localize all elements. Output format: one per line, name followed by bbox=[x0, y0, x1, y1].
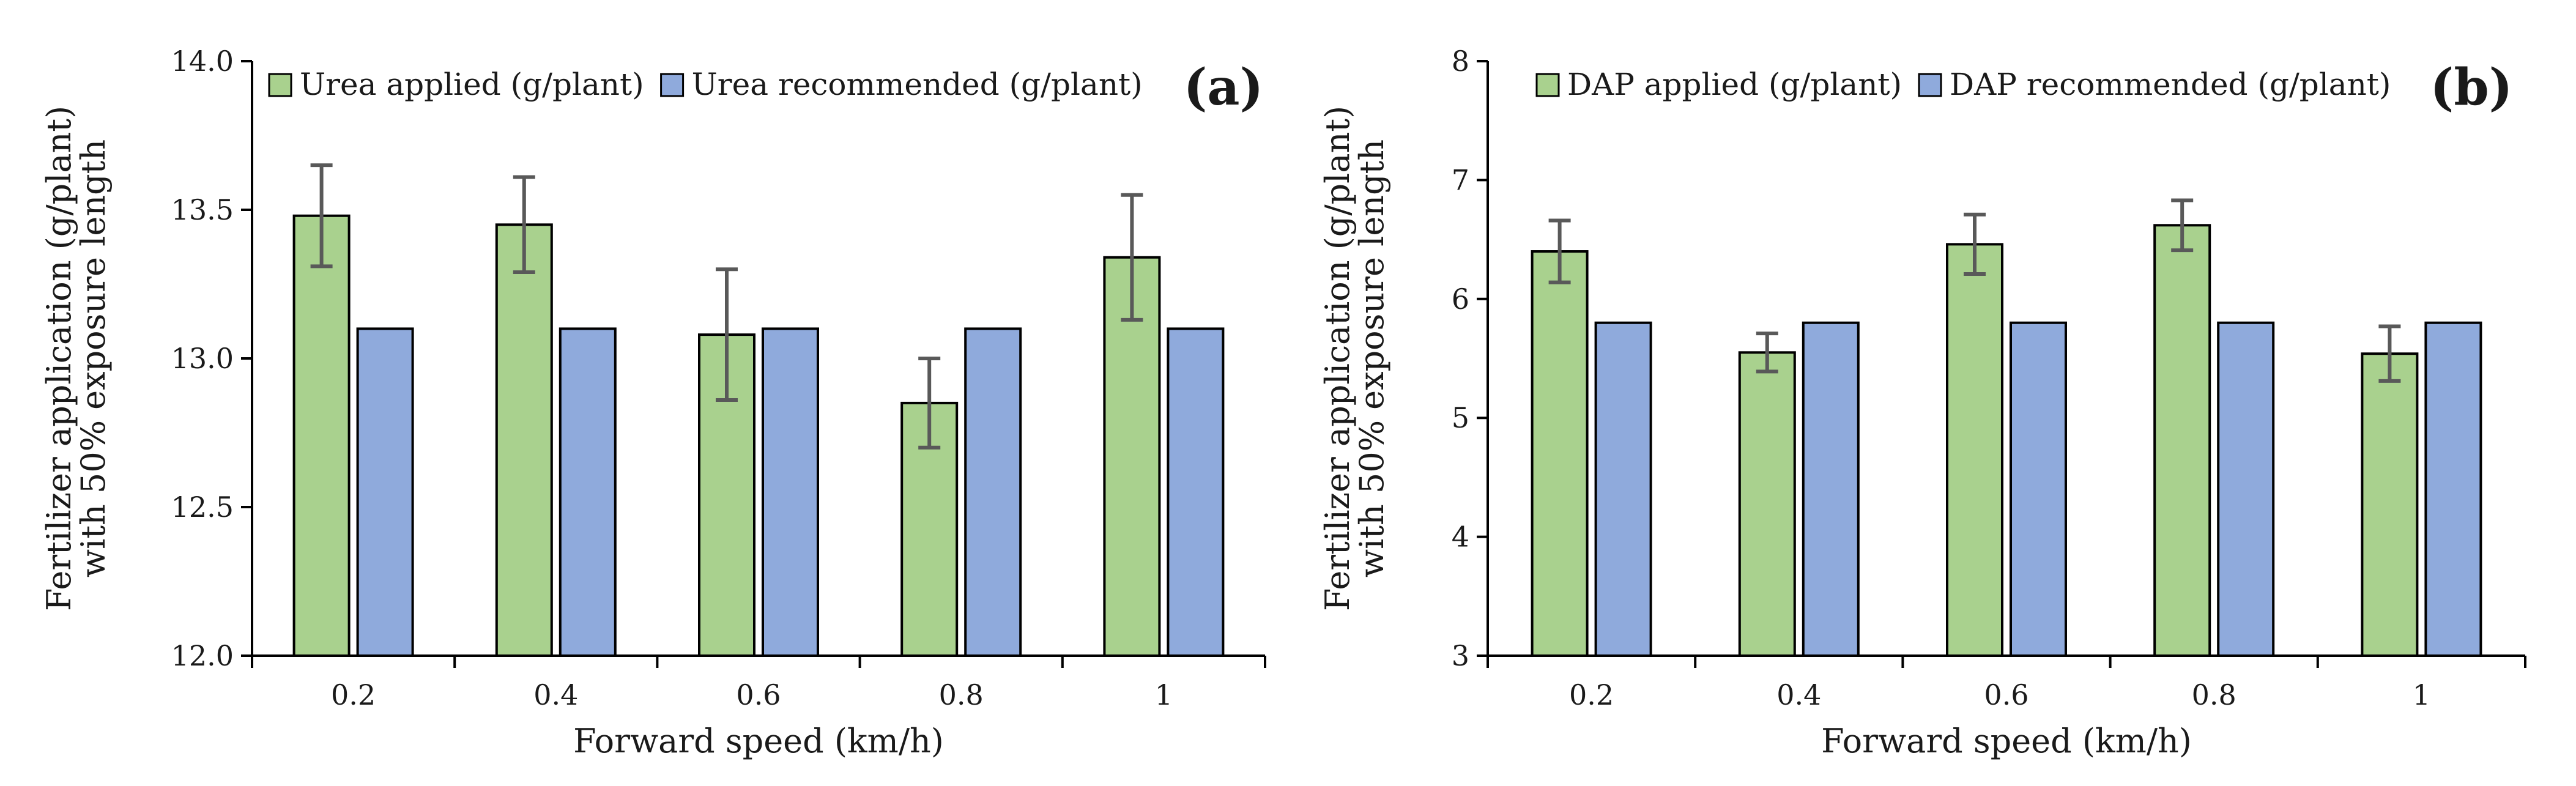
x-tick-label-a-3: 0.8 bbox=[939, 678, 984, 711]
error-bar-a-2 bbox=[716, 267, 738, 402]
bar-b-recommended-1 bbox=[1802, 321, 1860, 657]
bar-a-recommended-0 bbox=[356, 327, 414, 657]
x-axis-title-a: Forward speed (km/h) bbox=[573, 722, 944, 760]
chart-panel-a: 12.0 12.5 13.0 13.5 14.0 0.2 0.4 0.6 0.8 1 Forward… bbox=[40, 45, 1266, 760]
error-bar-b-1 bbox=[1756, 332, 1778, 374]
bar-a-recommended-4 bbox=[1167, 327, 1225, 657]
y-tick-label-a-1: 12.5 bbox=[171, 491, 234, 524]
y-tick-label-a-0: 12.0 bbox=[171, 639, 234, 672]
y-tick-label-a-2: 13.0 bbox=[171, 342, 234, 375]
y-tick-label-b-5: 8 bbox=[1452, 45, 1469, 78]
legend-b: DAP applied (g/plant) DAP recommended (g/… bbox=[1535, 67, 2391, 102]
y-axis-title-b-line-1: with 50% exposure length bbox=[1353, 139, 1391, 577]
bar-a-applied-0 bbox=[292, 214, 351, 658]
y-tick-label-b-2: 5 bbox=[1452, 401, 1469, 434]
error-bar-a-0 bbox=[310, 163, 333, 269]
legend-label-a-applied: Urea applied (g/plant) bbox=[300, 67, 644, 102]
bar-b-applied-2 bbox=[1946, 243, 2003, 658]
x-tick-label-a-0: 0.2 bbox=[331, 678, 376, 711]
bar-b-applied-0 bbox=[1531, 250, 1589, 658]
error-bar-a-3 bbox=[918, 357, 941, 450]
bar-a-recommended-3 bbox=[964, 327, 1022, 657]
bar-b-recommended-3 bbox=[2217, 321, 2275, 657]
bar-b-recommended-4 bbox=[2424, 321, 2482, 657]
bar-b-applied-3 bbox=[2153, 224, 2211, 658]
legend-label-b-applied: DAP applied (g/plant) bbox=[1567, 67, 1902, 102]
bar-b-applied-1 bbox=[1738, 351, 1796, 658]
y-tick-label-b-1: 4 bbox=[1452, 521, 1469, 554]
legend-a: Urea applied (g/plant) Urea recommended (… bbox=[268, 67, 1143, 102]
y-tick-label-a-4: 14.0 bbox=[171, 45, 234, 78]
panel-label-b: (b) bbox=[2430, 58, 2513, 117]
y-axis-title-a-line-0: Fertilizer application (g/plant) bbox=[40, 106, 78, 611]
panel-label-a: (a) bbox=[1184, 58, 1264, 117]
legend-label-b-recommended: DAP recommended (g/plant) bbox=[1950, 67, 2391, 102]
legend-swatch-a-applied bbox=[268, 73, 292, 97]
x-tick-label-b-3: 0.8 bbox=[2192, 678, 2236, 711]
legend-swatch-b-applied bbox=[1535, 73, 1560, 97]
x-tick-label-a-4: 1 bbox=[1155, 678, 1173, 711]
y-tick-label-b-0: 3 bbox=[1452, 639, 1469, 672]
bar-a-recommended-1 bbox=[559, 327, 617, 657]
legend-label-a-recommended: Urea recommended (g/plant) bbox=[692, 67, 1143, 102]
error-bar-a-1 bbox=[513, 175, 535, 275]
y-tick-label-b-4: 7 bbox=[1452, 163, 1469, 196]
error-bar-b-4 bbox=[2378, 324, 2401, 383]
y-axis-title-b-line-0: Fertilizer application (g/plant) bbox=[1318, 106, 1357, 611]
x-tick-label-b-4: 1 bbox=[2413, 678, 2430, 711]
x-tick-label-b-0: 0.2 bbox=[1569, 678, 1614, 711]
bar-a-applied-1 bbox=[495, 223, 553, 657]
x-tick-label-a-1: 0.4 bbox=[533, 678, 578, 711]
chart-panel-b: 3 4 5 6 7 8 0.2 0.4 0.6 0.8 1 Forward speed (km/h) F… bbox=[1318, 45, 2526, 760]
y-axis-title-a-line-1: with 50% exposure length bbox=[74, 139, 113, 577]
bar-a-recommended-2 bbox=[762, 327, 819, 657]
y-tick-label-b-3: 6 bbox=[1452, 283, 1469, 316]
x-tick-label-b-1: 0.4 bbox=[1776, 678, 1821, 711]
error-bar-a-4 bbox=[1121, 193, 1143, 322]
error-bar-b-0 bbox=[1548, 218, 1571, 284]
x-tick-label-a-2: 0.6 bbox=[736, 678, 781, 711]
x-tick-label-b-2: 0.6 bbox=[1984, 678, 2029, 711]
x-axis-title-b: Forward speed (km/h) bbox=[1821, 722, 2192, 760]
error-bar-b-2 bbox=[1964, 212, 1986, 276]
legend-swatch-a-recommended bbox=[660, 73, 685, 97]
error-bar-b-3 bbox=[2171, 198, 2194, 253]
bar-b-recommended-2 bbox=[2010, 321, 2067, 657]
bar-b-recommended-0 bbox=[1594, 321, 1652, 657]
bar-b-applied-4 bbox=[2361, 352, 2419, 657]
y-tick-label-a-3: 13.5 bbox=[171, 193, 234, 226]
legend-swatch-b-recommended bbox=[1918, 73, 1942, 97]
